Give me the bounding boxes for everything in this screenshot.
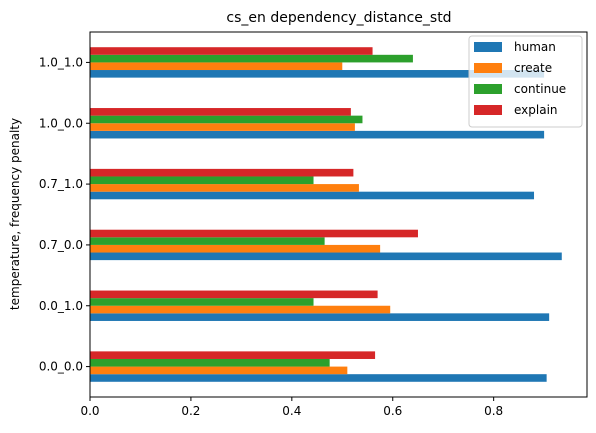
bar-continue-1.0_1.0 bbox=[90, 55, 413, 63]
bar-continue-1.0_0.0 bbox=[90, 116, 362, 124]
y-tick-label: 1.0_1.0 bbox=[39, 55, 83, 69]
y-tick-label: 0.0_1.0 bbox=[39, 299, 83, 313]
y-axis-label: temperature, frequency penalty bbox=[8, 118, 22, 310]
bar-create-0.0_1.0 bbox=[90, 306, 390, 314]
x-tick-label: 0.0 bbox=[80, 404, 99, 418]
legend-swatch-explain bbox=[474, 105, 502, 115]
bar-create-0.0_0.0 bbox=[90, 367, 347, 375]
legend: human create continue explain bbox=[469, 36, 582, 127]
y-ticks: 0.0_0.0 0.0_1.0 0.7_0.0 0.7_1.0 1.0_0.0 1.0_1… bbox=[39, 55, 90, 373]
legend-label-human: human bbox=[514, 40, 556, 54]
bar-explain-0.7_0.0 bbox=[90, 230, 418, 238]
legend-label-explain: explain bbox=[514, 103, 558, 117]
legend-swatch-continue bbox=[474, 84, 502, 94]
bar-continue-0.0_0.0 bbox=[90, 359, 330, 367]
bar-human-0.7_1.0 bbox=[90, 192, 534, 200]
bar-human-1.0_0.0 bbox=[90, 131, 544, 139]
x-ticks: 0.0 0.2 0.4 0.6 0.8 bbox=[80, 397, 503, 418]
legend-swatch-human bbox=[474, 42, 502, 52]
y-tick-label: 0.7_0.0 bbox=[39, 238, 83, 252]
bar-create-0.7_0.0 bbox=[90, 245, 380, 253]
legend-swatch-create bbox=[474, 63, 502, 73]
y-tick-label: 0.7_1.0 bbox=[39, 177, 83, 191]
bar-explain-1.0_1.0 bbox=[90, 47, 373, 55]
x-tick-label: 0.8 bbox=[484, 404, 503, 418]
x-tick-label: 0.6 bbox=[383, 404, 402, 418]
bar-create-1.0_0.0 bbox=[90, 123, 355, 131]
bar-continue-0.7_1.0 bbox=[90, 176, 314, 184]
x-tick-label: 0.2 bbox=[181, 404, 200, 418]
legend-label-create: create bbox=[514, 61, 552, 75]
y-tick-label: 1.0_0.0 bbox=[39, 116, 83, 130]
chart-title: cs_en dependency_distance_std bbox=[226, 10, 451, 26]
bar-human-0.0_1.0 bbox=[90, 313, 549, 321]
y-tick-label: 0.0_0.0 bbox=[39, 360, 83, 374]
x-tick-label: 0.4 bbox=[282, 404, 301, 418]
bar-explain-0.7_1.0 bbox=[90, 169, 353, 177]
bar-create-1.0_1.0 bbox=[90, 62, 342, 70]
bar-create-0.7_1.0 bbox=[90, 184, 359, 192]
legend-label-continue: continue bbox=[514, 82, 566, 96]
bar-explain-0.0_0.0 bbox=[90, 351, 375, 359]
bar-continue-0.0_1.0 bbox=[90, 298, 314, 306]
bar-human-0.7_0.0 bbox=[90, 253, 562, 261]
bar-continue-0.7_0.0 bbox=[90, 237, 325, 245]
bar-explain-1.0_0.0 bbox=[90, 108, 351, 116]
bar-human-0.0_0.0 bbox=[90, 374, 547, 382]
bar-explain-0.0_1.0 bbox=[90, 291, 378, 299]
